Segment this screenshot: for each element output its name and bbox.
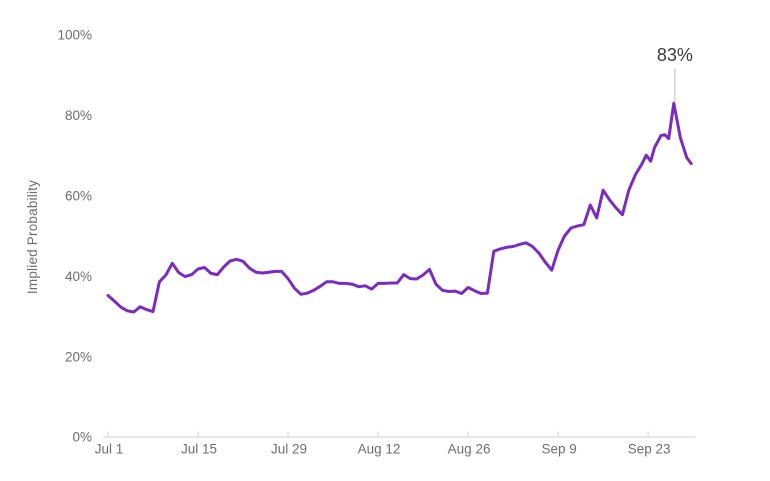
y-tick-label: 60% — [65, 189, 92, 204]
x-tick-label: Jul 1 — [95, 442, 124, 457]
x-tick-label: Aug 26 — [448, 442, 491, 457]
y-tick-label: 0% — [72, 430, 92, 445]
y-tick-label: 80% — [65, 108, 92, 123]
x-tick-label: Sep 23 — [628, 442, 671, 457]
x-tick-label: Aug 12 — [358, 442, 401, 457]
x-tick-label: Sep 9 — [541, 442, 576, 457]
peak-annotation-label: 83% — [657, 45, 693, 65]
x-tick-label: Jul 15 — [181, 442, 217, 457]
x-tick-label: Jul 29 — [271, 442, 307, 457]
y-tick-label: 20% — [65, 349, 92, 364]
probability-line[interactable] — [106, 101, 693, 314]
y-tick-label: 100% — [57, 28, 92, 43]
y-tick-label: 40% — [65, 269, 92, 284]
